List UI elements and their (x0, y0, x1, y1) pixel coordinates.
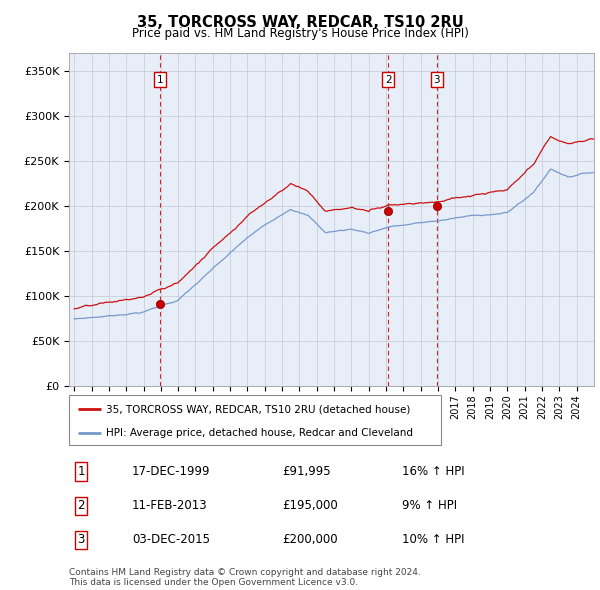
Text: 10% ↑ HPI: 10% ↑ HPI (402, 533, 464, 546)
Text: 16% ↑ HPI: 16% ↑ HPI (402, 465, 464, 478)
Text: £195,000: £195,000 (282, 499, 338, 512)
Text: 35, TORCROSS WAY, REDCAR, TS10 2RU (detached house): 35, TORCROSS WAY, REDCAR, TS10 2RU (deta… (106, 404, 410, 414)
Text: Price paid vs. HM Land Registry's House Price Index (HPI): Price paid vs. HM Land Registry's House … (131, 27, 469, 40)
Text: 1: 1 (77, 465, 85, 478)
Text: 1: 1 (157, 75, 163, 85)
Text: 17-DEC-1999: 17-DEC-1999 (132, 465, 211, 478)
FancyBboxPatch shape (69, 395, 441, 445)
Text: 3: 3 (433, 75, 440, 85)
Text: 3: 3 (77, 533, 85, 546)
Text: 03-DEC-2015: 03-DEC-2015 (132, 533, 210, 546)
Text: 2: 2 (77, 499, 85, 512)
Text: Contains HM Land Registry data © Crown copyright and database right 2024.
This d: Contains HM Land Registry data © Crown c… (69, 568, 421, 587)
Text: 35, TORCROSS WAY, REDCAR, TS10 2RU: 35, TORCROSS WAY, REDCAR, TS10 2RU (137, 15, 463, 30)
Text: £200,000: £200,000 (282, 533, 338, 546)
Text: £91,995: £91,995 (282, 465, 331, 478)
Text: HPI: Average price, detached house, Redcar and Cleveland: HPI: Average price, detached house, Redc… (106, 428, 413, 438)
Text: 11-FEB-2013: 11-FEB-2013 (132, 499, 208, 512)
Text: 9% ↑ HPI: 9% ↑ HPI (402, 499, 457, 512)
Text: 2: 2 (385, 75, 391, 85)
